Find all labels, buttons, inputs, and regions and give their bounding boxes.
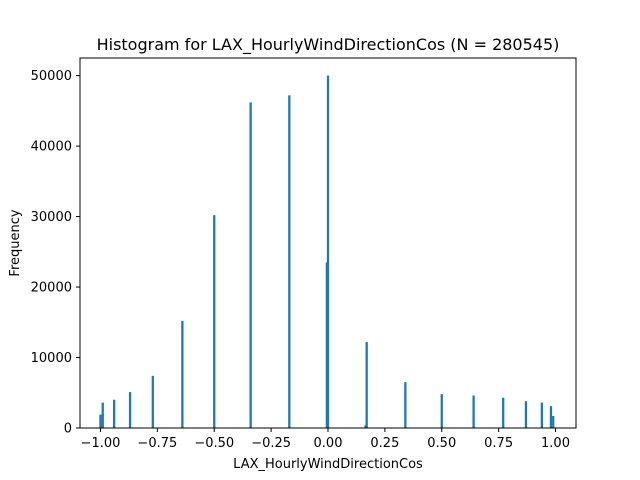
y-tick-label: 40000	[31, 140, 72, 155]
y-axis: 0 10000 20000 30000 40000 50000	[31, 69, 80, 437]
x-tick-label: −0.50	[194, 436, 234, 451]
histogram-bar	[151, 375, 154, 428]
histogram-bar	[112, 399, 116, 428]
x-tick-label: −0.25	[251, 436, 291, 451]
bars-group	[99, 75, 555, 429]
x-tick-label: 0.75	[484, 436, 513, 451]
chart-title: Histogram for LAX_HourlyWindDirectionCos…	[97, 35, 560, 55]
x-tick-label: −1.00	[81, 436, 121, 451]
histogram-bar	[288, 95, 291, 428]
histogram-bar	[181, 320, 184, 428]
histogram-bar	[549, 406, 553, 428]
x-tick-label: 1.00	[541, 436, 570, 451]
histogram-bar	[249, 102, 252, 429]
y-tick-label: 10000	[31, 351, 72, 366]
x-axis-label: LAX_HourlyWindDirectionCos	[233, 457, 423, 472]
histogram-bar	[213, 215, 216, 428]
histogram-bar	[326, 75, 330, 429]
histogram-bar	[440, 394, 443, 428]
histogram-bar	[540, 402, 544, 428]
histogram-bar	[128, 392, 132, 428]
histogram-bar	[472, 395, 475, 428]
x-tick-label: 0.25	[370, 436, 399, 451]
histogram-bar	[404, 382, 407, 428]
y-tick-label: 50000	[31, 69, 72, 84]
x-tick-label: 0.00	[314, 436, 343, 451]
histogram-bar	[365, 342, 368, 428]
y-tick-label: 30000	[31, 210, 72, 225]
histogram-bar	[502, 397, 505, 428]
histogram-bar	[101, 402, 104, 428]
histogram-bar	[325, 262, 328, 428]
histogram-bar	[524, 401, 528, 428]
y-tick-label: 20000	[31, 281, 72, 296]
histogram-bar	[99, 414, 102, 428]
histogram-bar	[552, 416, 555, 428]
y-tick-label: 0	[64, 422, 72, 437]
y-axis-label: Frequency	[8, 209, 23, 276]
histogram-bar	[364, 425, 367, 428]
x-tick-label: 0.50	[427, 436, 456, 451]
x-axis: −1.00 −0.75 −0.50 −0.25 0.00 0.25 0.50 0.75 1.00	[81, 428, 570, 451]
x-tick-label: −0.75	[137, 436, 177, 451]
